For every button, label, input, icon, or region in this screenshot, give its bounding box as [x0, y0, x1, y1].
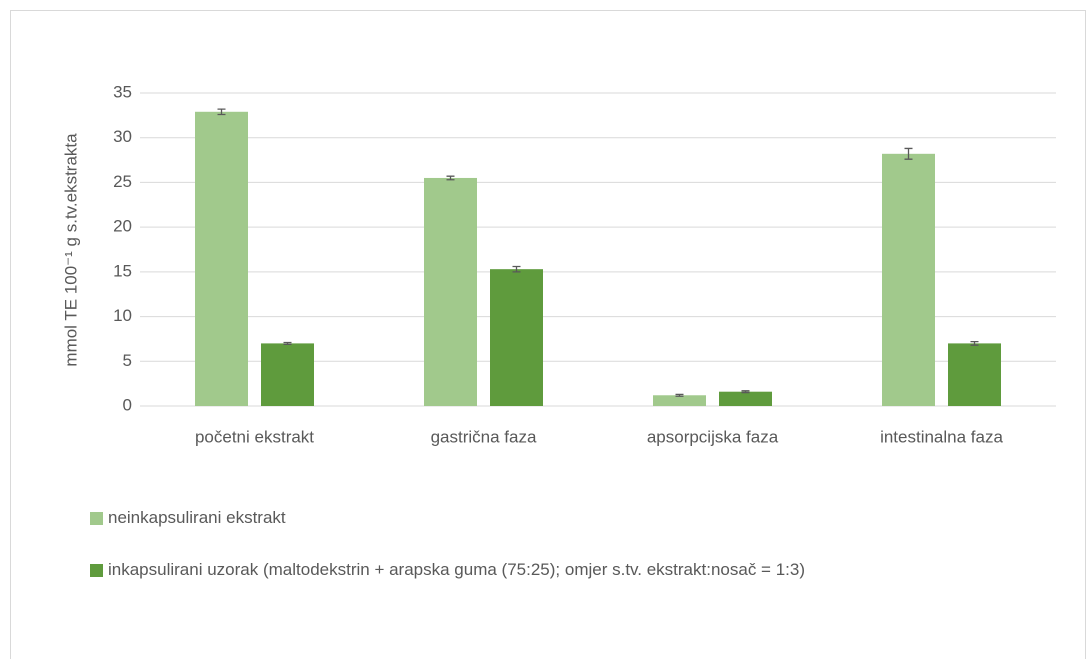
legend-swatch: [90, 564, 103, 577]
chart-border: [10, 10, 1086, 659]
legend-label: neinkapsulirani ekstrakt: [108, 508, 286, 527]
error-bar: [446, 175, 455, 181]
y-tick-label: 20: [113, 217, 132, 236]
y-axis-label: mmol TE 100⁻¹ g s.tv.ekstrakta: [61, 133, 80, 367]
error-bar: [904, 147, 913, 160]
error-bar: [512, 265, 521, 273]
error-bar: [970, 340, 979, 346]
legend-label: inkapsulirani uzorak (maltodekstrin + ar…: [108, 560, 805, 579]
error-bar: [283, 341, 292, 345]
y-tick-label: 30: [113, 127, 132, 146]
error-bar: [675, 393, 684, 397]
bar: [719, 391, 772, 406]
bar: [882, 153, 935, 406]
legend-swatch: [90, 512, 103, 525]
error-bar: [741, 390, 750, 394]
x-tick-label: intestinalna faza: [880, 427, 1003, 446]
bar: [424, 177, 477, 406]
x-tick-label: početni ekstrakt: [195, 427, 314, 446]
x-tick-label: apsorpcijska faza: [647, 427, 779, 446]
legend: neinkapsulirani ekstrakt inkapsulirani uz…: [90, 505, 1000, 609]
bar: [195, 111, 248, 406]
legend-item: inkapsulirani uzorak (maltodekstrin + ar…: [90, 557, 1000, 583]
y-tick-label: 5: [123, 351, 132, 370]
y-tick-label: 15: [113, 261, 132, 280]
y-tick-label: 35: [113, 82, 132, 101]
bar: [653, 395, 706, 406]
x-tick-label: gastrična faza: [431, 427, 537, 446]
error-bar: [217, 108, 226, 116]
bar: [490, 269, 543, 406]
bar: [948, 343, 1001, 406]
bar: [261, 343, 314, 406]
legend-item: neinkapsulirani ekstrakt: [90, 505, 1000, 531]
y-tick-label: 25: [113, 172, 132, 191]
y-tick-label: 0: [123, 395, 132, 414]
y-tick-label: 10: [113, 306, 132, 325]
